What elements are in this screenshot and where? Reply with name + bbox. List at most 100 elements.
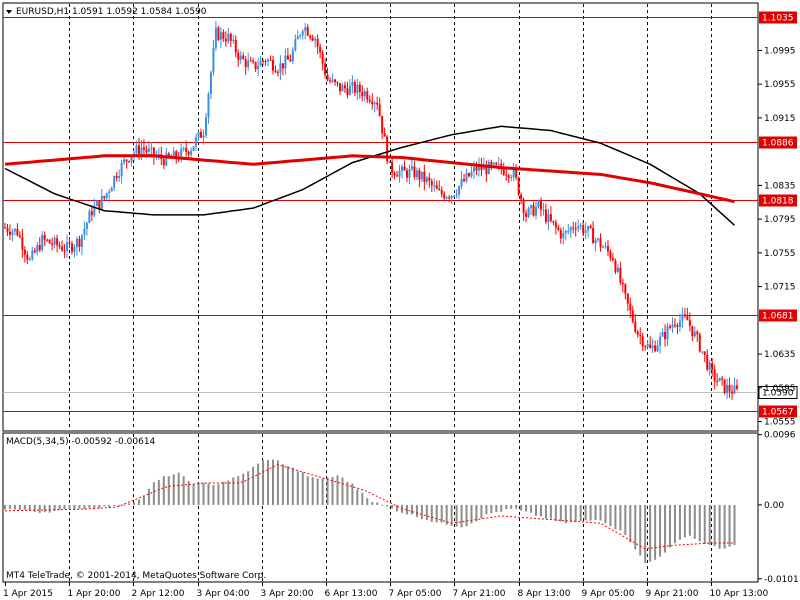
dropdown-triangle-icon[interactable] — [6, 10, 12, 14]
candle-body — [696, 331, 699, 335]
candle-body — [78, 238, 81, 247]
candle-body — [284, 55, 287, 69]
macd-histogram-bar — [673, 504, 676, 544]
macd-histogram-bar — [276, 460, 279, 505]
candle-body — [135, 145, 138, 154]
macd-histogram-bar — [530, 504, 533, 513]
candle-body — [393, 173, 396, 176]
candle-body — [286, 55, 289, 60]
macd-histogram-bar — [162, 476, 165, 505]
candle-body — [686, 316, 689, 321]
candle-body — [130, 156, 133, 162]
candle-body — [125, 159, 128, 162]
candle-body — [688, 320, 691, 326]
macd-histogram-bar — [98, 504, 101, 509]
y-tick-label: 1.0755 — [764, 249, 796, 259]
macd-histogram-bar — [683, 504, 686, 538]
macd-histogram-bar — [361, 492, 364, 505]
candle-body — [93, 205, 96, 216]
macd-histogram-bar — [326, 477, 329, 505]
macd-histogram-bar — [445, 504, 448, 525]
candle-body — [356, 84, 359, 93]
candle-body — [733, 385, 736, 394]
candle-body — [492, 162, 495, 165]
candle-body — [579, 225, 582, 227]
macd-histogram-bar — [520, 504, 523, 511]
y-tick-label: 1.0595 — [764, 384, 796, 394]
macd-histogram-bar — [167, 476, 170, 505]
candle-body — [46, 239, 49, 241]
candle-body — [38, 244, 41, 251]
macd-histogram-bar — [4, 504, 6, 510]
candle-body — [48, 239, 51, 244]
y-tick-label: 1.0915 — [764, 114, 796, 124]
candle-body — [631, 310, 634, 322]
candle-body — [440, 189, 443, 195]
macd-histogram-bar — [281, 464, 284, 505]
y-tick-label: 1.0795 — [764, 215, 796, 225]
candle-body — [16, 228, 19, 236]
macd-histogram-bar — [152, 482, 155, 505]
candle-body — [324, 63, 327, 75]
candle-body — [249, 60, 252, 62]
candle-body — [120, 162, 123, 176]
macd-histogram-bar — [23, 504, 26, 510]
macd-histogram-bar — [619, 504, 622, 531]
price-level-label: 1.1035 — [762, 14, 794, 24]
candle-body — [274, 70, 277, 73]
candle-body — [693, 331, 696, 337]
candle-body — [180, 148, 183, 160]
macd-histogram-bar — [371, 502, 374, 505]
candle-body — [83, 228, 86, 236]
x-tick-label: 7 Apr 21:00 — [453, 589, 506, 599]
macd-histogram-bar — [688, 504, 691, 536]
macd-histogram-bar — [559, 504, 562, 522]
candle-body — [405, 170, 408, 178]
candle-body — [497, 163, 500, 165]
candle-body — [532, 205, 535, 216]
candle-body — [736, 385, 738, 389]
candle-body — [463, 179, 466, 182]
candle-body — [142, 147, 145, 150]
macd-histogram-bar — [728, 504, 731, 547]
candle-body — [425, 177, 428, 182]
macd-header: MACD(5,34,5) -0.00592 -0.00614 — [6, 437, 156, 447]
macd-histogram-bar — [435, 504, 438, 523]
x-tick-label: 3 Apr 20:00 — [261, 589, 314, 599]
candle-body — [267, 59, 270, 62]
candle-body — [678, 320, 681, 327]
candle-body — [192, 146, 195, 151]
macd-histogram-bar — [460, 504, 463, 528]
macd-histogram-bar — [425, 504, 428, 520]
candle-body — [103, 196, 106, 199]
candle-body — [669, 326, 672, 328]
macd-signal-line — [4, 464, 735, 550]
candle-body — [147, 148, 150, 152]
price-pane-frame — [2, 2, 759, 432]
candle-body — [306, 27, 309, 36]
candle-body — [574, 228, 577, 230]
candle-body — [651, 345, 654, 348]
candle-body — [391, 161, 394, 174]
macd-histogram-bar — [73, 504, 76, 511]
macd-histogram-bar — [33, 504, 36, 512]
macd-histogram-bar — [678, 504, 681, 540]
macd-histogram-bar — [63, 504, 66, 510]
candle-body — [291, 50, 294, 62]
macd-histogram-bar — [252, 466, 255, 505]
candle-body — [329, 80, 332, 82]
candle-body — [137, 145, 140, 155]
candle-body — [477, 165, 480, 171]
macd-histogram-bar — [207, 483, 210, 505]
candle-body — [162, 159, 165, 166]
macd-histogram-bar — [108, 504, 111, 508]
candle-body — [443, 194, 446, 199]
candle-body — [4, 227, 6, 229]
horizontal-levels[interactable]: 1.1035 1.0886 1.0818 1.0681 1.0567 1.0590 — [3, 11, 798, 418]
candle-body — [544, 209, 547, 223]
candle-body — [262, 60, 265, 62]
candle-body — [301, 31, 304, 36]
candle-body — [309, 35, 312, 38]
macd-histogram-bar — [669, 504, 672, 548]
